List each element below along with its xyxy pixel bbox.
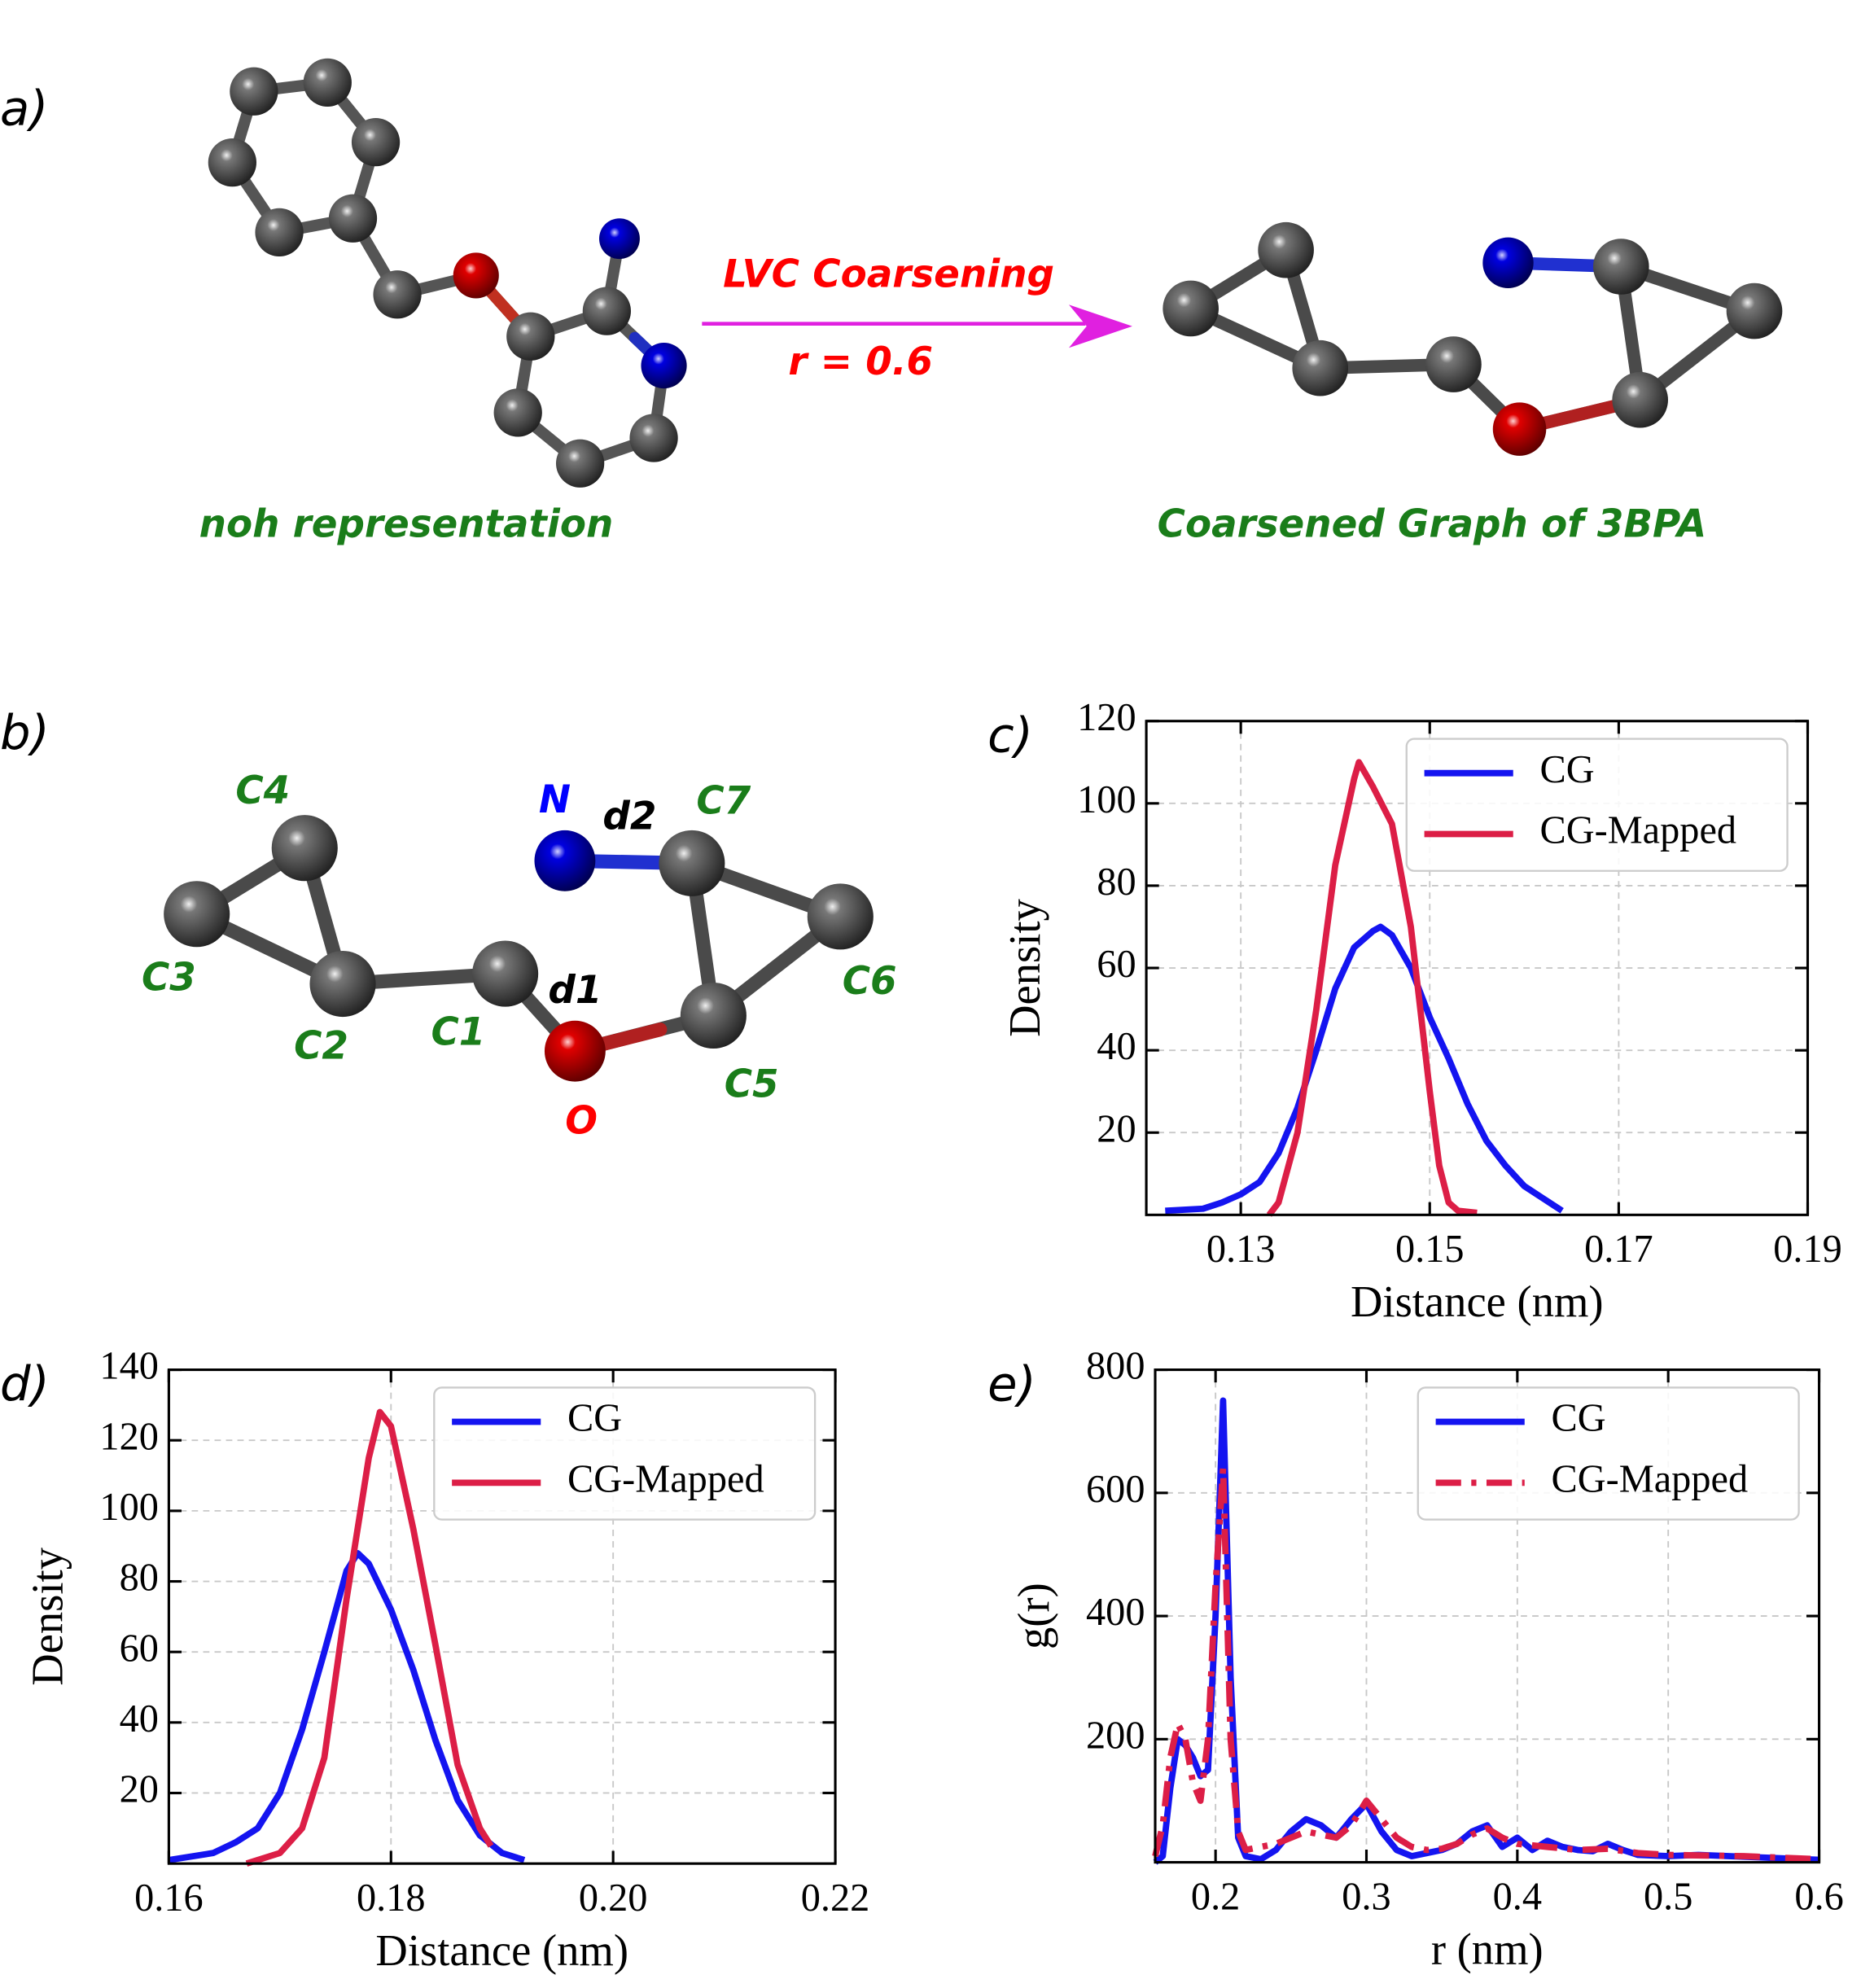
molecule-noh xyxy=(208,58,687,488)
data-line xyxy=(1165,923,1564,1215)
y-axis-label: Density xyxy=(22,1547,72,1685)
molecule-labelled xyxy=(164,815,874,1082)
data-line xyxy=(1152,1465,1819,1863)
y-tick-label: 120 xyxy=(99,1415,159,1458)
y-axis-label: Density xyxy=(1000,898,1049,1036)
atom-label: C2 xyxy=(294,1025,348,1069)
legend-label: CG xyxy=(1539,748,1594,791)
y-tick-label: 20 xyxy=(120,1768,159,1811)
x-axis-label: Distance (nm) xyxy=(1351,1276,1604,1326)
data-line xyxy=(168,1549,526,1863)
molecule-coarse xyxy=(1163,221,1783,456)
y-tick-label: 400 xyxy=(1086,1591,1145,1634)
legend-label: CG xyxy=(1552,1397,1606,1440)
distance-label: d1 xyxy=(548,969,602,1013)
atom-label: C7 xyxy=(696,780,751,824)
data-line xyxy=(1266,759,1478,1217)
panel-label: c) xyxy=(987,707,1033,764)
x-tick-label: 0.15 xyxy=(1395,1228,1465,1271)
caption: noh representation xyxy=(199,503,614,547)
x-axis-label: r (nm) xyxy=(1431,1924,1544,1973)
y-tick-label: 100 xyxy=(99,1486,159,1529)
atom-label: C4 xyxy=(235,769,290,813)
y-tick-label: 40 xyxy=(1097,1025,1136,1068)
y-tick-label: 60 xyxy=(1097,943,1136,986)
plot-frame xyxy=(1154,1368,1821,1864)
y-tick-label: 80 xyxy=(1097,860,1136,904)
atom-label: O xyxy=(565,1100,598,1144)
atom-label: C1 xyxy=(431,1010,485,1054)
panel-label: d) xyxy=(0,1356,50,1412)
legend-label: CG-Mapped xyxy=(1539,809,1736,852)
x-tick-label: 0.2 xyxy=(1191,1875,1240,1918)
x-tick-label: 0.17 xyxy=(1584,1228,1653,1271)
distance-label: d2 xyxy=(602,795,656,839)
x-tick-label: 0.4 xyxy=(1493,1875,1542,1918)
panel-label: a) xyxy=(0,80,48,136)
y-tick-label: 40 xyxy=(120,1697,159,1741)
caption: Coarsened Graph of 3BPA xyxy=(1158,503,1707,547)
y-tick-label: 100 xyxy=(1077,778,1136,821)
legend-label: CG xyxy=(567,1397,622,1440)
y-tick-label: 60 xyxy=(120,1627,159,1670)
x-tick-label: 0.3 xyxy=(1342,1875,1390,1918)
x-tick-label: 0.6 xyxy=(1794,1875,1843,1918)
legend-label: CG-Mapped xyxy=(567,1457,764,1500)
y-tick-label: 200 xyxy=(1086,1714,1145,1757)
y-tick-label: 80 xyxy=(120,1557,159,1600)
atom-label: C3 xyxy=(142,956,196,1000)
atom-label: C6 xyxy=(843,960,897,1004)
data-line xyxy=(245,1408,494,1867)
arrow-head xyxy=(1068,304,1132,348)
y-axis-label: g(r) xyxy=(1009,1583,1058,1649)
x-tick-label: 0.5 xyxy=(1644,1875,1692,1918)
y-tick-label: 20 xyxy=(1097,1107,1136,1150)
data-line xyxy=(1153,1397,1819,1865)
x-tick-label: 0.20 xyxy=(579,1876,648,1920)
x-tick-label: 0.16 xyxy=(134,1876,204,1920)
plot-frame xyxy=(1145,720,1810,1216)
x-tick-label: 0.13 xyxy=(1206,1228,1276,1271)
plot-frame xyxy=(167,1368,837,1865)
y-tick-label: 800 xyxy=(1086,1345,1145,1388)
arrow-label: LVC Coarsening xyxy=(723,252,1054,296)
panel-label: b) xyxy=(0,705,50,761)
arrow-sublabel: r = 0.6 xyxy=(788,340,933,384)
x-tick-label: 0.22 xyxy=(801,1876,870,1920)
atom-label: N xyxy=(539,778,571,822)
legend-label: CG-Mapped xyxy=(1552,1457,1749,1500)
y-tick-label: 120 xyxy=(1077,696,1136,739)
atom-label: C5 xyxy=(725,1062,779,1106)
panel-label: e) xyxy=(987,1356,1036,1412)
x-tick-label: 0.18 xyxy=(357,1876,426,1920)
y-tick-label: 140 xyxy=(99,1345,159,1388)
x-tick-label: 0.19 xyxy=(1773,1228,1842,1271)
x-axis-label: Distance (nm) xyxy=(375,1925,628,1975)
y-tick-label: 600 xyxy=(1086,1468,1145,1511)
